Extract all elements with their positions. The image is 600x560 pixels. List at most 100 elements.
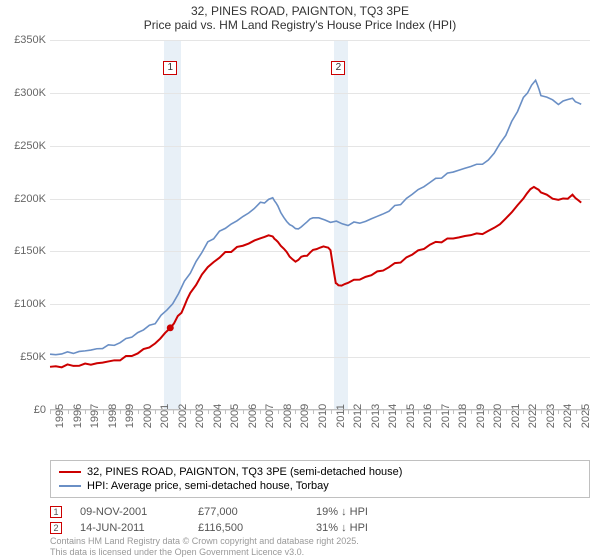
legend-box: 32, PINES ROAD, PAIGNTON, TQ3 3PE (semi-… [50, 460, 590, 498]
x-axis: 1995199619971998199920002001200220032004… [50, 410, 590, 460]
legend-label: 32, PINES ROAD, PAIGNTON, TQ3 3PE (semi-… [87, 466, 402, 478]
x-tickmark [225, 410, 226, 414]
x-tickmark [120, 410, 121, 414]
x-tickmark [471, 410, 472, 414]
x-tickmark [331, 410, 332, 414]
x-tickmark [576, 410, 577, 414]
y-tick-label: £0 [34, 404, 46, 416]
chart-title-sub: Price paid vs. HM Land Registry's House … [0, 18, 600, 32]
y-axis: £0£50K£100K£150K£200K£250K£300K£350K [0, 40, 50, 410]
x-tickmark [50, 410, 51, 414]
x-tick-label: 2015 [405, 404, 417, 428]
event-row: 1 09-NOV-2001 £77,000 19% ↓ HPI [50, 504, 590, 520]
x-tick-label: 2008 [282, 404, 294, 428]
x-tick-label: 1999 [124, 404, 136, 428]
x-tickmark [401, 410, 402, 414]
x-tickmark [243, 410, 244, 414]
x-tickmark [278, 410, 279, 414]
x-tick-label: 2010 [317, 404, 329, 428]
event-marker: 1 [163, 61, 177, 75]
chart-title-main: 32, PINES ROAD, PAIGNTON, TQ3 3PE [0, 4, 600, 18]
x-tick-label: 2012 [352, 404, 364, 428]
x-tick-label: 2022 [527, 404, 539, 428]
x-tick-label: 2007 [264, 404, 276, 428]
y-tick-label: £50K [20, 351, 46, 363]
chart-container: 32, PINES ROAD, PAIGNTON, TQ3 3PE Price … [0, 0, 600, 560]
chart-titles: 32, PINES ROAD, PAIGNTON, TQ3 3PE Price … [0, 0, 600, 32]
x-tick-label: 2021 [510, 404, 522, 428]
x-tick-label: 2016 [422, 404, 434, 428]
plot-area: 12 [50, 40, 590, 410]
x-tickmark [348, 410, 349, 414]
x-tick-label: 2023 [545, 404, 557, 428]
x-tickmark [260, 410, 261, 414]
series-svg [50, 40, 590, 409]
x-tick-label: 1996 [72, 404, 84, 428]
x-tickmark [173, 410, 174, 414]
x-tick-label: 2025 [580, 404, 592, 428]
y-tick-label: £150K [14, 245, 46, 257]
x-tickmark [488, 410, 489, 414]
footer-line-2: This data is licensed under the Open Gov… [50, 547, 359, 558]
event-price: £116,500 [198, 522, 298, 534]
x-tick-label: 2019 [475, 404, 487, 428]
x-tick-label: 2000 [142, 404, 154, 428]
x-tick-label: 2009 [299, 404, 311, 428]
x-tickmark [418, 410, 419, 414]
event-delta: 31% ↓ HPI [316, 522, 416, 534]
x-tick-label: 1998 [107, 404, 119, 428]
x-tick-label: 2003 [194, 404, 206, 428]
x-tick-label: 2024 [562, 404, 574, 428]
x-tickmark [190, 410, 191, 414]
x-tick-label: 2001 [159, 404, 171, 428]
x-tick-label: 2004 [212, 404, 224, 428]
legend-swatch [59, 471, 81, 473]
x-tick-label: 2002 [177, 404, 189, 428]
x-tickmark [436, 410, 437, 414]
x-tickmark [383, 410, 384, 414]
x-tick-label: 2020 [492, 404, 504, 428]
series-line [50, 80, 581, 354]
event-price: £77,000 [198, 506, 298, 518]
footer-line-1: Contains HM Land Registry data © Crown c… [50, 536, 359, 547]
event-marker: 2 [331, 61, 345, 75]
x-tickmark [85, 410, 86, 414]
series-line [50, 187, 581, 367]
x-tickmark [453, 410, 454, 414]
x-tickmark [68, 410, 69, 414]
legend-label: HPI: Average price, semi-detached house,… [87, 480, 329, 492]
x-tickmark [103, 410, 104, 414]
event-delta: 19% ↓ HPI [316, 506, 416, 518]
chart-footer: Contains HM Land Registry data © Crown c… [50, 536, 359, 558]
x-tick-label: 2006 [247, 404, 259, 428]
x-tickmark [366, 410, 367, 414]
x-tickmark [313, 410, 314, 414]
x-tickmark [506, 410, 507, 414]
event-date: 14-JUN-2011 [80, 522, 180, 534]
y-tick-label: £300K [14, 87, 46, 99]
x-tickmark [541, 410, 542, 414]
x-tick-label: 2011 [335, 404, 347, 428]
y-tick-label: £250K [14, 140, 46, 152]
event-row: 2 14-JUN-2011 £116,500 31% ↓ HPI [50, 520, 590, 536]
x-tickmark [523, 410, 524, 414]
x-tick-label: 2005 [229, 404, 241, 428]
event-marker-small: 1 [50, 506, 62, 518]
y-tick-label: £100K [14, 298, 46, 310]
x-tickmark [295, 410, 296, 414]
x-tick-label: 2013 [370, 404, 382, 428]
y-tick-label: £350K [14, 34, 46, 46]
y-tick-label: £200K [14, 193, 46, 205]
events-box: 1 09-NOV-2001 £77,000 19% ↓ HPI 2 14-JUN-2011… [50, 504, 590, 536]
event-date: 09-NOV-2001 [80, 506, 180, 518]
x-tick-label: 2014 [387, 404, 399, 428]
x-tickmark [558, 410, 559, 414]
legend-swatch [59, 485, 81, 487]
x-tickmark [138, 410, 139, 414]
x-tick-label: 2017 [440, 404, 452, 428]
event-marker-small: 2 [50, 522, 62, 534]
legend-row: HPI: Average price, semi-detached house,… [59, 479, 581, 493]
x-tick-label: 1995 [54, 404, 66, 428]
x-tick-label: 2018 [457, 404, 469, 428]
x-tickmark [155, 410, 156, 414]
